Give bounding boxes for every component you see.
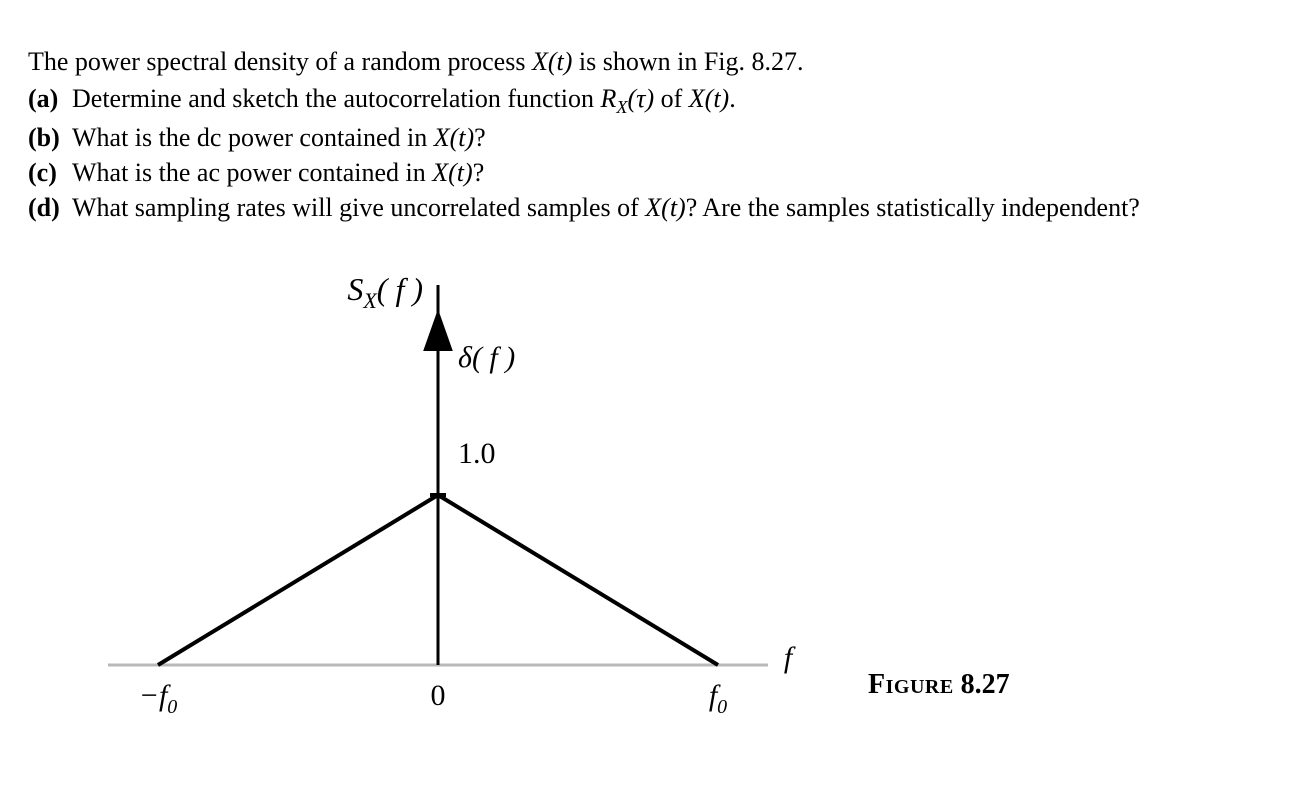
xaxis-var: f <box>784 641 796 674</box>
intro-pre: The power spectral density of a random p… <box>28 47 532 76</box>
part-a: (a) Determine and sketch the autocorrela… <box>28 81 1286 120</box>
part-c-post: ? <box>473 158 485 187</box>
sym1-base: R <box>600 84 616 113</box>
part-a-label: (a) <box>28 81 72 120</box>
delta-label: δ( f ) <box>458 341 515 374</box>
psd-figure: SX( f ) δ( f ) 1.0 −f0 0 f0 f <box>48 245 808 735</box>
part-c-sym: X(t) <box>432 158 472 187</box>
problem-intro: The power spectral density of a random p… <box>28 44 1286 79</box>
xtick-zero: 0 <box>431 679 446 712</box>
part-b-text: What is the dc power contained in X(t)? <box>72 120 1286 155</box>
delta-arrowhead <box>426 315 450 349</box>
part-d-pre: What sampling rates will give uncorrelat… <box>72 193 645 222</box>
part-a-text: Determine and sketch the autocorrelation… <box>72 81 1286 120</box>
problem-parts: (a) Determine and sketch the autocorrela… <box>28 81 1286 225</box>
xtick-pos-sub: 0 <box>717 696 727 718</box>
part-d-sym: X(t) <box>645 193 685 222</box>
part-d: (d) What sampling rates will give uncorr… <box>28 190 1286 225</box>
sym1-sub: X <box>616 97 627 117</box>
part-a-mid: of <box>654 84 689 113</box>
part-a-sym2: X(t) <box>689 84 729 113</box>
part-b: (b) What is the dc power contained in X(… <box>28 120 1286 155</box>
part-a-post: . <box>729 84 736 113</box>
page: The power spectral density of a random p… <box>0 0 1314 753</box>
part-b-pre: What is the dc power contained in <box>72 123 434 152</box>
part-b-post: ? <box>474 123 486 152</box>
part-b-sym: X(t) <box>434 123 474 152</box>
xtick-neg: −f0 <box>139 679 178 718</box>
figure-caption-num: 8.27 <box>954 669 1010 700</box>
xtick-neg-sub: 0 <box>167 696 177 718</box>
sym1-arg: (τ) <box>627 84 654 113</box>
part-d-label: (d) <box>28 190 72 225</box>
part-b-label: (b) <box>28 120 72 155</box>
part-a-pre: Determine and sketch the autocorrelation… <box>72 84 600 113</box>
peak-label: 1.0 <box>458 437 496 470</box>
part-c-text: What is the ac power contained in X(t)? <box>72 155 1286 190</box>
intro-proc: X(t) <box>532 47 572 76</box>
ylabel-base: S <box>347 271 363 307</box>
xtick-pos: f0 <box>709 679 727 718</box>
intro-post: is shown in Fig. 8.27. <box>572 47 803 76</box>
figure-caption-word: Figure <box>868 669 954 700</box>
part-c-pre: What is the ac power contained in <box>72 158 432 187</box>
part-c: (c) What is the ac power contained in X(… <box>28 155 1286 190</box>
figure-caption: Figure 8.27 <box>868 669 1010 701</box>
part-d-post: ? Are the samples statistically independ… <box>686 193 1140 222</box>
xtick-neg-base: −f <box>139 679 171 712</box>
part-d-text: What sampling rates will give uncorrelat… <box>72 190 1286 225</box>
figure-wrap: SX( f ) δ( f ) 1.0 −f0 0 f0 f Figure 8.2… <box>48 245 1286 735</box>
part-c-label: (c) <box>28 155 72 190</box>
ylabel: SX( f ) <box>347 271 423 313</box>
ylabel-arg: ( f ) <box>377 271 423 307</box>
part-a-sym1: RX(τ) <box>600 84 654 113</box>
